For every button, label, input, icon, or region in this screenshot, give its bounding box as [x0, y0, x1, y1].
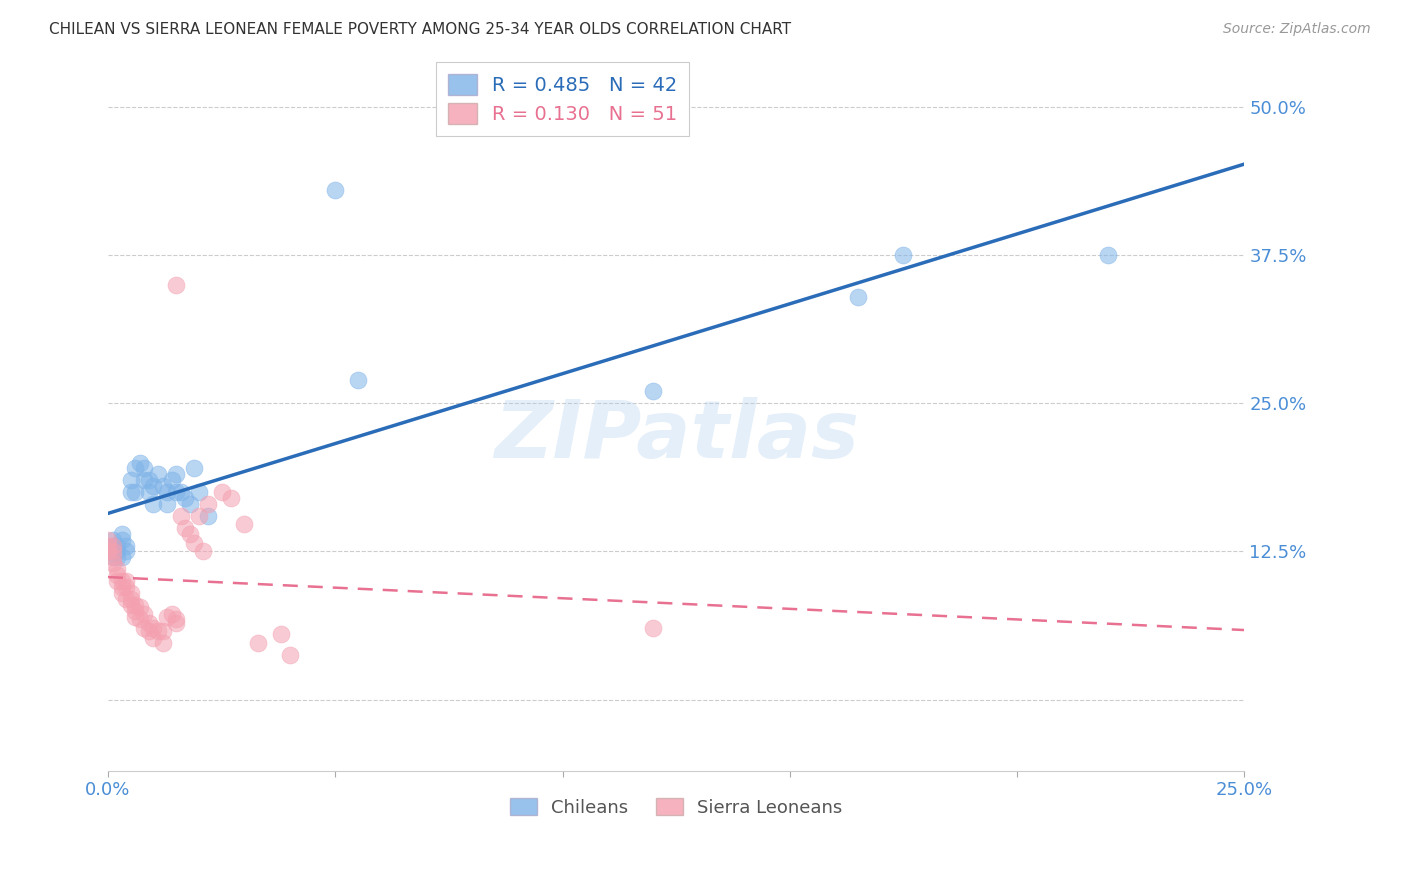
Point — [174, 521, 197, 535]
Point — [197, 508, 219, 523]
Point — [105, 574, 128, 588]
Point — [134, 622, 156, 636]
Point — [197, 497, 219, 511]
Point — [846, 290, 869, 304]
Point — [128, 612, 150, 626]
Point — [165, 277, 187, 292]
Point — [120, 586, 142, 600]
Point — [187, 508, 209, 523]
Point — [211, 485, 233, 500]
Point — [124, 461, 146, 475]
Point — [115, 574, 138, 588]
Point — [120, 473, 142, 487]
Point — [101, 539, 124, 553]
Point — [105, 568, 128, 582]
Text: ZIPatlas: ZIPatlas — [494, 398, 859, 475]
Point — [101, 550, 124, 565]
Point — [142, 622, 165, 636]
Point — [278, 648, 301, 662]
Point — [120, 591, 142, 606]
Point — [124, 598, 146, 612]
Point — [115, 544, 138, 558]
Point — [246, 636, 269, 650]
Point — [174, 491, 197, 505]
Point — [134, 473, 156, 487]
Point — [101, 544, 124, 558]
Point — [183, 461, 205, 475]
Point — [115, 591, 138, 606]
Point — [120, 598, 142, 612]
Point — [101, 556, 124, 570]
Point — [138, 624, 160, 638]
Point — [165, 612, 187, 626]
Point — [146, 467, 169, 482]
Point — [111, 586, 134, 600]
Point — [142, 497, 165, 511]
Point — [128, 600, 150, 615]
Point — [105, 539, 128, 553]
Point — [115, 539, 138, 553]
Point — [115, 580, 138, 594]
Point — [643, 622, 665, 636]
Point — [111, 526, 134, 541]
Point — [170, 508, 193, 523]
Point — [165, 615, 187, 630]
Point — [101, 539, 124, 553]
Point — [146, 624, 169, 638]
Point — [101, 533, 124, 547]
Point — [138, 615, 160, 630]
Point — [124, 609, 146, 624]
Point — [152, 479, 174, 493]
Point — [233, 517, 256, 532]
Point — [893, 248, 915, 262]
Point — [160, 607, 183, 622]
Point — [165, 485, 187, 500]
Point — [170, 485, 193, 500]
Point — [111, 580, 134, 594]
Point — [643, 384, 665, 399]
Legend: Chileans, Sierra Leoneans: Chileans, Sierra Leoneans — [501, 789, 852, 826]
Point — [105, 550, 128, 565]
Point — [179, 526, 201, 541]
Point — [105, 544, 128, 558]
Point — [160, 473, 183, 487]
Point — [111, 574, 134, 588]
Point — [101, 544, 124, 558]
Point — [142, 631, 165, 645]
Text: Source: ZipAtlas.com: Source: ZipAtlas.com — [1223, 22, 1371, 37]
Point — [165, 467, 187, 482]
Point — [111, 533, 134, 547]
Point — [193, 544, 215, 558]
Point — [111, 550, 134, 565]
Point — [323, 183, 346, 197]
Point — [120, 485, 142, 500]
Point — [124, 485, 146, 500]
Point — [142, 479, 165, 493]
Point — [152, 624, 174, 638]
Point — [1097, 248, 1119, 262]
Point — [97, 539, 120, 553]
Point — [156, 485, 179, 500]
Point — [128, 456, 150, 470]
Point — [219, 491, 242, 505]
Point — [138, 485, 160, 500]
Point — [152, 636, 174, 650]
Point — [134, 461, 156, 475]
Point — [156, 609, 179, 624]
Point — [134, 607, 156, 622]
Point — [187, 485, 209, 500]
Text: CHILEAN VS SIERRA LEONEAN FEMALE POVERTY AMONG 25-34 YEAR OLDS CORRELATION CHART: CHILEAN VS SIERRA LEONEAN FEMALE POVERTY… — [49, 22, 792, 37]
Point — [183, 536, 205, 550]
Point — [97, 533, 120, 547]
Point — [179, 497, 201, 511]
Point — [101, 550, 124, 565]
Point — [105, 562, 128, 576]
Point — [156, 497, 179, 511]
Point — [270, 627, 292, 641]
Point — [138, 473, 160, 487]
Point — [347, 373, 370, 387]
Point — [124, 604, 146, 618]
Point — [97, 544, 120, 558]
